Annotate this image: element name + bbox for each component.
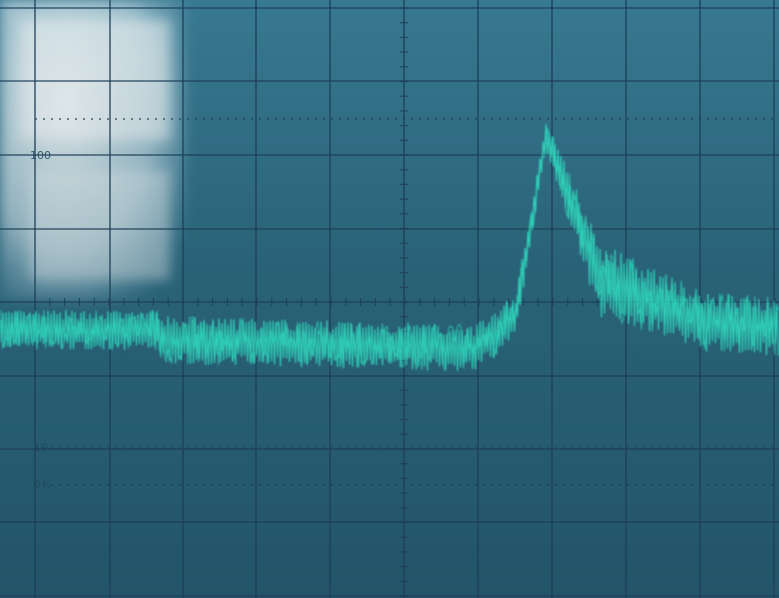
graticule-label-10: 10: [34, 441, 48, 454]
graticule-label-100: 100: [30, 149, 51, 162]
trace-noise-band: [0, 127, 779, 372]
signal-trace: [0, 124, 779, 372]
graticule-label-0-percent: 0%: [34, 478, 52, 491]
